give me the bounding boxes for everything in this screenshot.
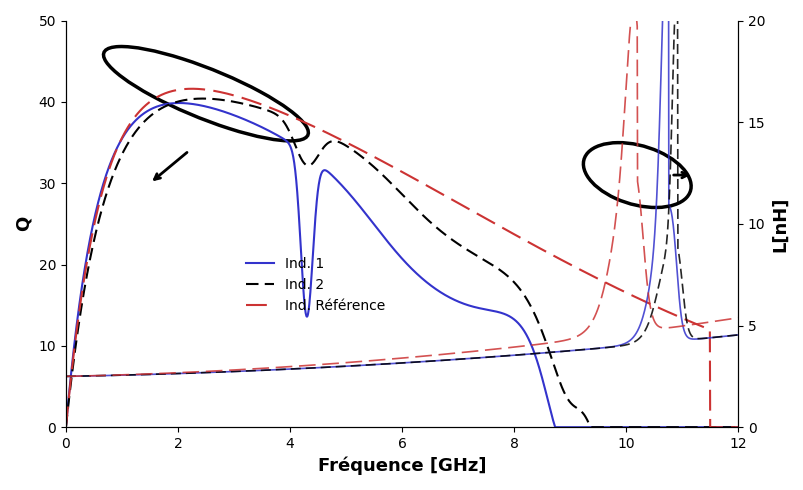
X-axis label: Fréquence [GHz]: Fréquence [GHz] <box>317 457 486 475</box>
Y-axis label: Q: Q <box>15 216 33 231</box>
Y-axis label: L[nH]: L[nH] <box>770 196 788 251</box>
Legend: Ind. 1, Ind. 2, Ind. Référence: Ind. 1, Ind. 2, Ind. Référence <box>241 251 390 318</box>
